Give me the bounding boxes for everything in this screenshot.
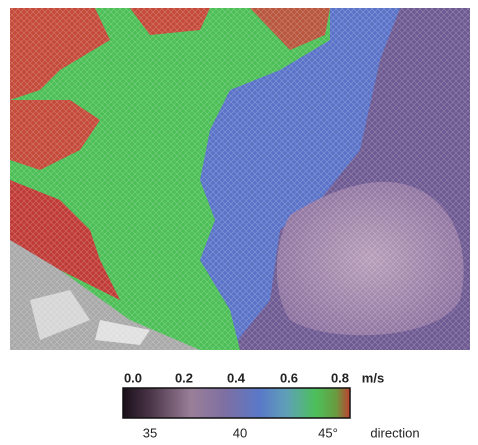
speed-tick-label: 0.0 [124, 370, 142, 385]
speed-tick-label: 0.2 [175, 370, 193, 385]
speed-tick-label: 0.6 [280, 370, 298, 385]
speed-tick-label: 0.4 [227, 370, 246, 385]
direction-label: direction [370, 425, 419, 440]
speed-unit: m/s [362, 370, 384, 385]
direction-tick-label: 45° [318, 425, 338, 440]
direction-tick-label: 40 [233, 425, 247, 440]
direction-tick-label: 35 [143, 425, 157, 440]
figure: 0.0 0.2 0.4 0.6 0.8 m/s 35 40 45° direction [0, 0, 478, 445]
colorbar [123, 388, 350, 418]
speed-tick-label: 0.8 [331, 370, 349, 385]
simulation-image [10, 8, 470, 350]
